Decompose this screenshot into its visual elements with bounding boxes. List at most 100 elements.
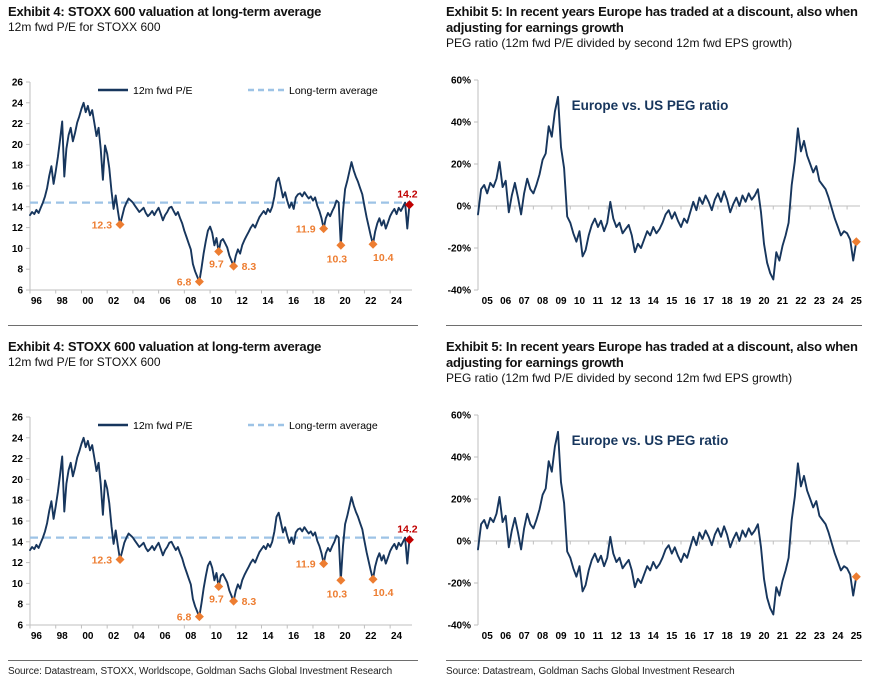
- svg-text:11: 11: [593, 631, 604, 642]
- svg-text:22: 22: [365, 631, 377, 642]
- svg-text:96: 96: [31, 631, 43, 642]
- svg-text:10.4: 10.4: [373, 252, 394, 264]
- exhibit-4-header: Exhibit 4: STOXX 600 valuation at long-t…: [8, 4, 428, 35]
- exhibit-5-divider: [446, 660, 862, 661]
- svg-text:19: 19: [740, 296, 752, 307]
- svg-text:18: 18: [314, 296, 326, 307]
- svg-text:04: 04: [134, 296, 146, 307]
- svg-text:11.9: 11.9: [296, 224, 316, 236]
- svg-text:-40%: -40%: [448, 621, 471, 632]
- svg-text:18: 18: [12, 496, 24, 507]
- svg-text:07: 07: [519, 296, 531, 307]
- svg-text:22: 22: [795, 296, 807, 307]
- svg-text:24: 24: [832, 296, 844, 307]
- svg-text:02: 02: [108, 631, 120, 642]
- svg-text:6: 6: [17, 286, 23, 297]
- svg-text:-20%: -20%: [448, 244, 471, 255]
- svg-text:10: 10: [574, 296, 586, 307]
- svg-text:17: 17: [703, 296, 715, 307]
- exhibit-5-divider: [446, 325, 862, 326]
- svg-text:08: 08: [185, 631, 197, 642]
- svg-text:18: 18: [722, 296, 734, 307]
- svg-text:12: 12: [611, 296, 623, 307]
- svg-text:8: 8: [17, 600, 23, 611]
- svg-text:Europe vs. US PEG ratio: Europe vs. US PEG ratio: [572, 98, 729, 113]
- svg-text:20: 20: [758, 296, 770, 307]
- svg-text:24: 24: [12, 433, 24, 444]
- peg-ratio-chart: -40% -20% 0% 20% 40% 60% 05 06 07 08 09 10 11 12 13 14 1…: [448, 76, 863, 308]
- svg-text:00: 00: [82, 296, 94, 307]
- svg-text:14: 14: [648, 296, 660, 307]
- svg-text:06: 06: [159, 296, 171, 307]
- svg-text:9.7: 9.7: [209, 594, 224, 606]
- svg-text:12: 12: [237, 296, 249, 307]
- exhibit-5-subtitle: PEG ratio (12m fwd P/E divided by second…: [446, 36, 793, 50]
- svg-text:08: 08: [537, 631, 549, 642]
- stoxx-pe-chart: 6 8 10 12 14 16 18 20 22 24 26 96 98 00 02 04 06 08 10 12 14…: [12, 78, 418, 308]
- svg-text:17: 17: [703, 631, 715, 642]
- svg-text:10: 10: [12, 244, 24, 255]
- svg-text:14: 14: [12, 537, 24, 548]
- svg-text:20: 20: [340, 296, 352, 307]
- svg-text:09: 09: [555, 631, 567, 642]
- svg-text:11.9: 11.9: [296, 559, 316, 571]
- svg-text:Long-term average: Long-term average: [289, 420, 378, 432]
- svg-text:14.2: 14.2: [397, 189, 418, 201]
- svg-text:02: 02: [108, 296, 120, 307]
- svg-text:25: 25: [851, 631, 863, 642]
- exhibit-4-divider: [8, 325, 418, 326]
- svg-text:9.7: 9.7: [209, 259, 224, 271]
- svg-text:13: 13: [629, 296, 641, 307]
- svg-text:15: 15: [666, 296, 678, 307]
- svg-text:12: 12: [12, 558, 24, 569]
- svg-text:12: 12: [237, 631, 249, 642]
- svg-text:26: 26: [12, 413, 24, 424]
- svg-text:24: 24: [391, 296, 403, 307]
- svg-text:09: 09: [555, 296, 567, 307]
- peg-ratio-chart: -40% -20% 0% 20% 40% 60% 05 06 07 08 09 10 11 12 13 14 1…: [448, 411, 863, 643]
- svg-text:12.3: 12.3: [92, 554, 113, 566]
- svg-text:18: 18: [314, 631, 326, 642]
- svg-text:6.8: 6.8: [177, 277, 192, 289]
- svg-text:20%: 20%: [451, 160, 471, 171]
- svg-text:6: 6: [17, 621, 23, 632]
- svg-text:04: 04: [134, 631, 146, 642]
- svg-text:24: 24: [12, 98, 24, 109]
- svg-text:60%: 60%: [451, 411, 471, 422]
- svg-text:18: 18: [722, 631, 734, 642]
- svg-text:8.3: 8.3: [242, 261, 257, 273]
- svg-text:21: 21: [777, 631, 789, 642]
- svg-text:06: 06: [159, 631, 171, 642]
- svg-text:23: 23: [814, 631, 826, 642]
- svg-text:16: 16: [12, 517, 24, 528]
- svg-text:-40%: -40%: [448, 286, 471, 297]
- svg-text:10: 10: [12, 579, 24, 590]
- svg-text:8.3: 8.3: [242, 596, 257, 608]
- exhibit-5-subtitle: PEG ratio (12m fwd P/E divided by second…: [446, 371, 793, 385]
- exhibit-4-subtitle: 12m fwd P/E for STOXX 600: [8, 20, 161, 34]
- svg-text:19: 19: [740, 631, 752, 642]
- exhibit-5-title: Exhibit 5: In recent years Europe has tr…: [446, 4, 858, 35]
- svg-text:Europe vs. US PEG ratio: Europe vs. US PEG ratio: [572, 433, 729, 448]
- svg-text:06: 06: [500, 631, 512, 642]
- svg-text:98: 98: [57, 296, 69, 307]
- svg-text:60%: 60%: [451, 76, 471, 87]
- svg-text:13: 13: [629, 631, 641, 642]
- svg-text:08: 08: [537, 296, 549, 307]
- svg-text:22: 22: [795, 631, 807, 642]
- svg-text:23: 23: [814, 296, 826, 307]
- svg-text:24: 24: [391, 631, 403, 642]
- svg-text:12m fwd P/E: 12m fwd P/E: [133, 85, 193, 97]
- svg-text:98: 98: [57, 631, 69, 642]
- exhibit-5-title: Exhibit 5: In recent years Europe has tr…: [446, 339, 858, 370]
- svg-text:20: 20: [758, 631, 770, 642]
- svg-text:08: 08: [185, 296, 197, 307]
- svg-text:18: 18: [12, 161, 24, 172]
- svg-text:12: 12: [611, 631, 623, 642]
- svg-text:16: 16: [685, 631, 697, 642]
- svg-text:14: 14: [262, 296, 274, 307]
- svg-text:8: 8: [17, 265, 23, 276]
- svg-text:15: 15: [666, 631, 678, 642]
- svg-text:10: 10: [211, 296, 223, 307]
